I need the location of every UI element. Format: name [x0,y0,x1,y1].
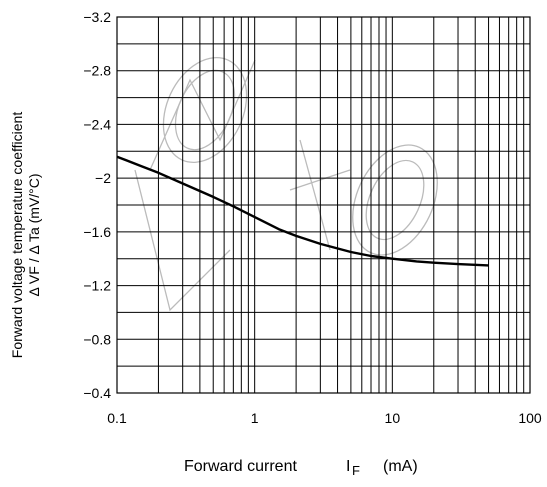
watermark-letter-n [149,59,256,171]
y-axis-title: Forward voltage temperature coefficient … [9,112,42,359]
y-axis-title-line1: Forward voltage temperature coefficient [9,112,25,359]
x-axis-title: Forward current I F (mA) [184,458,418,478]
y-tick-label: −0.8 [83,331,111,347]
series-line [116,155,489,267]
watermark-letter-o3 [352,144,438,256]
plot-grid [117,17,530,393]
x-tick-label: 10 [385,410,401,426]
y-tick-label: −2.4 [83,116,111,132]
y-tick-label: −2 [95,170,111,186]
watermark-stroke-left [134,169,231,312]
y-tick-label: −0.4 [83,385,111,401]
x-axis-title-subscript: F [352,463,360,478]
y-tick-label: −2.8 [83,63,111,79]
y-tick-label: −1.2 [83,278,111,294]
x-tick-labels: 0.1 1 10 100 [107,410,542,426]
plot-frame [116,16,531,394]
x-tick-label: 1 [251,410,259,426]
x-tick-label: 0.1 [107,410,127,426]
y-tick-labels: −3.2 −2.8 −2.4 −2 −1.6 −1.2 −0.8 −0.4 [83,9,111,401]
y-axis-title-line2: Δ VF / Δ Ta (mV/°C) [26,173,42,296]
x-axis-title-unit: (mA) [383,458,418,475]
watermark-letter-o2 [174,69,236,151]
watermark-letter-o4 [365,159,425,241]
x-axis-title-symbol: I [346,458,350,475]
x-tick-label: 100 [518,410,542,426]
y-tick-label: −3.2 [83,9,111,25]
watermark-letter-o1 [162,56,248,164]
x-axis-title-main: Forward current [184,458,297,475]
y-tick-label: −1.6 [83,224,111,240]
